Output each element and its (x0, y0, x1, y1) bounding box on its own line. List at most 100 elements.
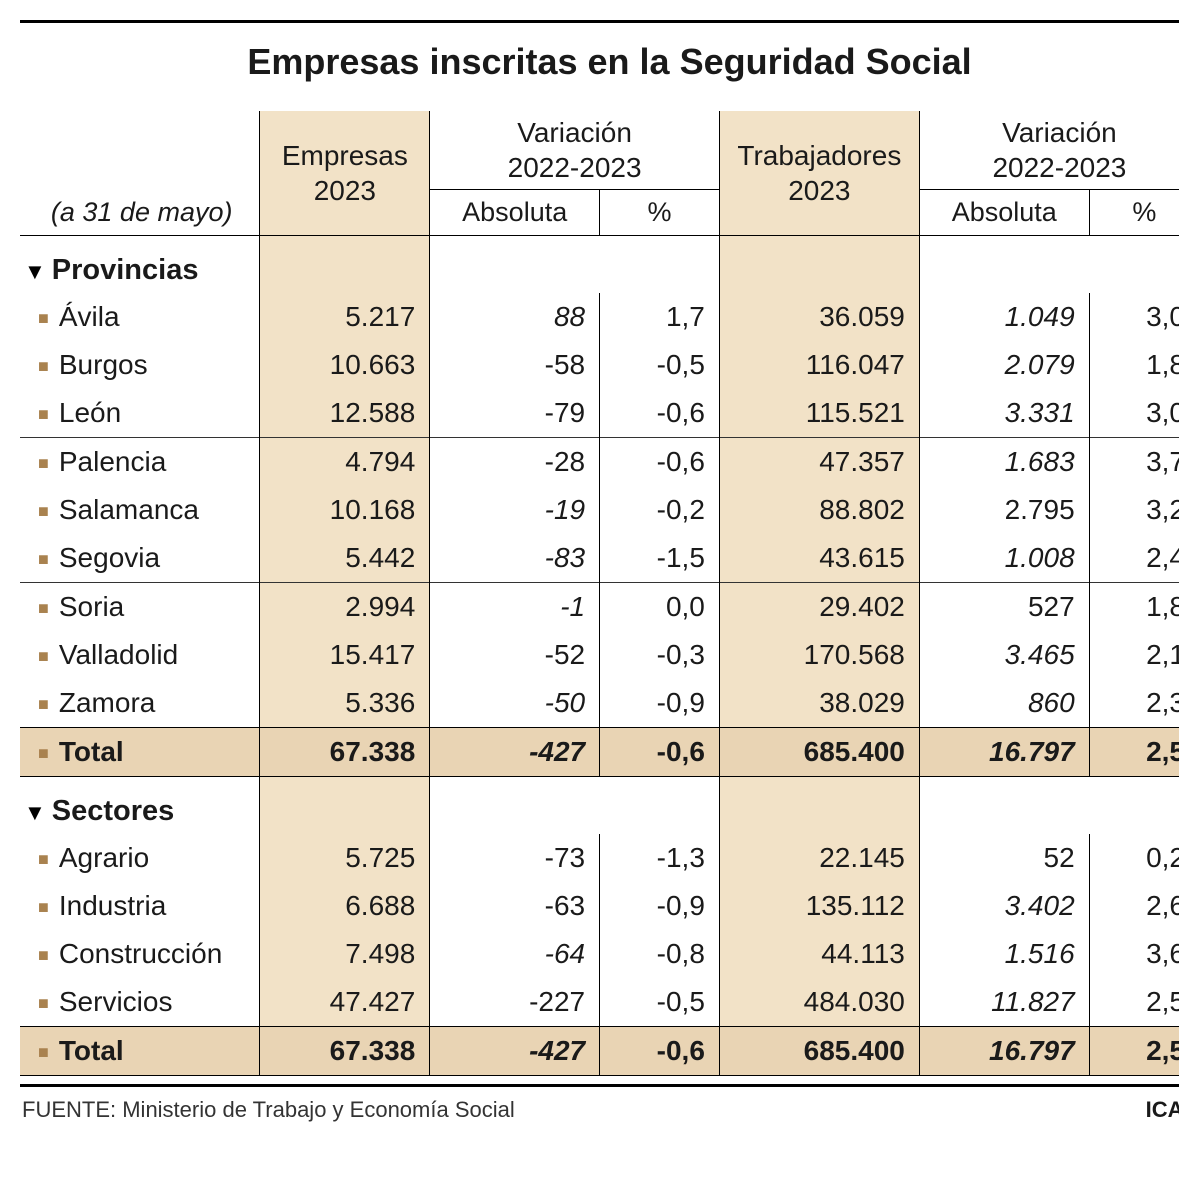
cell-var-pct: -0,2 (600, 486, 720, 534)
row-label: Valladolid (20, 631, 260, 679)
cell-trab: 43.615 (719, 534, 919, 583)
total-tvar-abs: 16.797 (919, 1027, 1089, 1076)
cell-tvar-abs: 2.795 (919, 486, 1089, 534)
table-row: Agrario5.725-73-1,322.145520,2 (20, 834, 1179, 882)
header-absoluta-1: Absoluta (430, 190, 600, 236)
cell-tvar-pct: 2,3 (1089, 679, 1179, 728)
cell-tvar-abs: 1.008 (919, 534, 1089, 583)
total-row: Total67.338-427-0,6685.40016.7972,5 (20, 728, 1179, 777)
cell-tvar-abs: 1.049 (919, 293, 1089, 341)
cell-var-pct: -0,6 (600, 438, 720, 487)
table-container: Empresas inscritas en la Seguridad Socia… (20, 20, 1179, 1123)
cell-var-pct: 1,7 (600, 293, 720, 341)
cell-var-abs: -227 (430, 978, 600, 1027)
cell-var-abs: -58 (430, 341, 600, 389)
cell-tvar-pct: 3,2 (1089, 486, 1179, 534)
table-row: Industria6.688-63-0,9135.1123.4022,6 (20, 882, 1179, 930)
cell-var-pct: -1,5 (600, 534, 720, 583)
cell-tvar-abs: 3.331 (919, 389, 1089, 438)
cell-tvar-abs: 52 (919, 834, 1089, 882)
table-row: León12.588-79-0,6115.5213.3313,0 (20, 389, 1179, 438)
header-subnote: (a 31 de mayo) (20, 190, 260, 236)
cell-emp: 5.725 (260, 834, 430, 882)
total-trab: 685.400 (719, 1027, 919, 1076)
cell-tvar-pct: 0,2 (1089, 834, 1179, 882)
cell-emp: 12.588 (260, 389, 430, 438)
cell-tvar-abs: 527 (919, 583, 1089, 632)
cell-emp: 15.417 (260, 631, 430, 679)
cell-tvar-abs: 3.465 (919, 631, 1089, 679)
cell-var-abs: -50 (430, 679, 600, 728)
cell-var-pct: 0,0 (600, 583, 720, 632)
cell-var-pct: -0,8 (600, 930, 720, 978)
cell-trab: 88.802 (719, 486, 919, 534)
data-table: Empresas 2023 Variación 2022-2023 Trabaj… (20, 111, 1179, 1076)
cell-trab: 170.568 (719, 631, 919, 679)
header-variacion-trab: Variación 2022-2023 (919, 111, 1179, 190)
cell-var-abs: -64 (430, 930, 600, 978)
row-label: Industria (20, 882, 260, 930)
total-tvar-pct: 2,5 (1089, 1027, 1179, 1076)
cell-emp: 7.498 (260, 930, 430, 978)
row-label: Segovia (20, 534, 260, 583)
cell-tvar-abs: 11.827 (919, 978, 1089, 1027)
cell-tvar-pct: 2,5 (1089, 978, 1179, 1027)
source-text: FUENTE: Ministerio de Trabajo y Economía… (22, 1097, 515, 1123)
header-pct-2: % (1089, 190, 1179, 236)
row-label: Agrario (20, 834, 260, 882)
cell-emp: 10.663 (260, 341, 430, 389)
total-var-abs: -427 (430, 728, 600, 777)
table-row: Zamora5.336-50-0,938.0298602,3 (20, 679, 1179, 728)
page-title: Empresas inscritas en la Seguridad Socia… (20, 23, 1179, 111)
table-row: Burgos10.663-58-0,5116.0472.0791,8 (20, 341, 1179, 389)
row-label: Servicios (20, 978, 260, 1027)
cell-trab: 22.145 (719, 834, 919, 882)
total-emp: 67.338 (260, 1027, 430, 1076)
cell-tvar-pct: 2,6 (1089, 882, 1179, 930)
cell-tvar-abs: 3.402 (919, 882, 1089, 930)
total-trab: 685.400 (719, 728, 919, 777)
cell-var-pct: -0,5 (600, 341, 720, 389)
cell-trab: 44.113 (719, 930, 919, 978)
table-row: Segovia5.442-83-1,543.6151.0082,4 (20, 534, 1179, 583)
total-emp: 67.338 (260, 728, 430, 777)
section-header: Provincias (20, 236, 1179, 293)
cell-tvar-abs: 1.516 (919, 930, 1089, 978)
total-tvar-abs: 16.797 (919, 728, 1089, 777)
cell-emp: 4.794 (260, 438, 430, 487)
total-label: Total (20, 728, 260, 777)
cell-var-abs: -52 (430, 631, 600, 679)
table-row: Construcción7.498-64-0,844.1131.5163,6 (20, 930, 1179, 978)
row-label: Soria (20, 583, 260, 632)
cell-tvar-pct: 2,4 (1089, 534, 1179, 583)
total-var-abs: -427 (430, 1027, 600, 1076)
cell-trab: 115.521 (719, 389, 919, 438)
cell-emp: 5.336 (260, 679, 430, 728)
row-label: Zamora (20, 679, 260, 728)
cell-emp: 2.994 (260, 583, 430, 632)
cell-trab: 29.402 (719, 583, 919, 632)
row-label: León (20, 389, 260, 438)
row-label: Burgos (20, 341, 260, 389)
cell-tvar-pct: 3,7 (1089, 438, 1179, 487)
cell-trab: 116.047 (719, 341, 919, 389)
header-absoluta-2: Absoluta (919, 190, 1089, 236)
cell-var-abs: -28 (430, 438, 600, 487)
brand-text: ICAL (1146, 1097, 1179, 1123)
cell-trab: 36.059 (719, 293, 919, 341)
total-var-pct: -0,6 (600, 728, 720, 777)
cell-var-pct: -0,3 (600, 631, 720, 679)
cell-tvar-pct: 3,0 (1089, 389, 1179, 438)
header-blank (20, 111, 260, 190)
cell-tvar-abs: 1.683 (919, 438, 1089, 487)
table-row: Servicios47.427-227-0,5484.03011.8272,5 (20, 978, 1179, 1027)
header-empresas: Empresas 2023 (260, 111, 430, 236)
cell-trab: 135.112 (719, 882, 919, 930)
cell-trab: 484.030 (719, 978, 919, 1027)
cell-var-pct: -0,6 (600, 389, 720, 438)
cell-var-pct: -0,9 (600, 882, 720, 930)
header-pct-1: % (600, 190, 720, 236)
total-label: Total (20, 1027, 260, 1076)
cell-tvar-abs: 2.079 (919, 341, 1089, 389)
row-label: Construcción (20, 930, 260, 978)
